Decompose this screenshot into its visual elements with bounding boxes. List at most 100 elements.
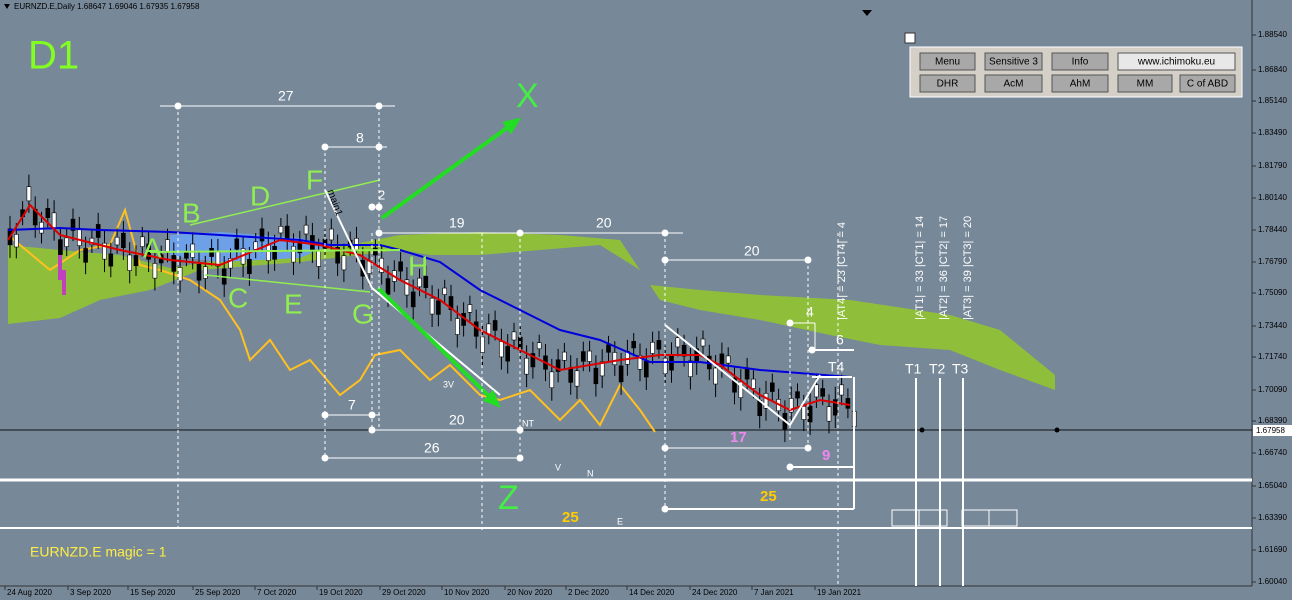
- toolbar-button[interactable]: [1179, 74, 1236, 93]
- candle-body: [108, 253, 114, 267]
- price-label: 1.60040: [1258, 577, 1287, 586]
- annotation: 17: [730, 429, 747, 446]
- candle-body: [839, 384, 844, 396]
- annotation: 19: [449, 215, 465, 231]
- candle-body: [417, 277, 422, 288]
- candle-body: [763, 393, 769, 409]
- toolbar-button[interactable]: [1117, 52, 1236, 71]
- candle-body: [524, 357, 529, 375]
- candle-body: [593, 367, 599, 385]
- annotation: 6: [836, 332, 844, 348]
- measure-point: [375, 143, 383, 151]
- candle-body: [555, 359, 561, 372]
- candle-body: [801, 406, 807, 420]
- annotation: 3V: [443, 379, 454, 389]
- candle-body: [637, 355, 643, 370]
- kumo-cloud: [8, 232, 1055, 390]
- annotation: 4: [806, 304, 814, 320]
- candle-body: [681, 344, 687, 357]
- current-price-label: 1.67958: [1256, 426, 1285, 435]
- price-label: 1.63390: [1258, 513, 1287, 522]
- candle-body: [121, 232, 126, 249]
- candle-body: [769, 382, 775, 392]
- price-label: 1.88540: [1258, 30, 1287, 39]
- toolbar-button-label[interactable]: AcM: [1004, 79, 1024, 90]
- annotation: H: [408, 250, 428, 281]
- candle-body: [247, 258, 252, 275]
- candle-body: [373, 247, 378, 256]
- candle-body: [335, 247, 340, 264]
- arrow-head: [502, 117, 522, 135]
- current-price-box: [1253, 425, 1292, 436]
- toolbar-button[interactable]: [984, 74, 1043, 93]
- candle-body: [650, 341, 655, 354]
- annotation: D1: [28, 34, 79, 78]
- price-label: 1.73440: [1258, 321, 1287, 330]
- toolbar-button[interactable]: [1051, 74, 1109, 93]
- toolbar-button-label[interactable]: AhM: [1070, 79, 1091, 90]
- candle-body: [379, 257, 385, 273]
- toolbar-button-label[interactable]: www.ichimoku.eu: [1137, 57, 1215, 68]
- kijun-line: [7, 226, 851, 378]
- candle-body: [807, 405, 813, 423]
- toolbar-button-label[interactable]: Sensitive 3: [989, 57, 1038, 68]
- toolbar-button[interactable]: [919, 52, 976, 71]
- candle-body: [152, 263, 158, 279]
- trend-line: [149, 249, 401, 253]
- arrow: [380, 118, 520, 220]
- candle-body: [423, 275, 429, 288]
- candle-body: [788, 398, 794, 413]
- toolbar-button-label[interactable]: Menu: [935, 57, 960, 68]
- candle-body: [51, 212, 57, 229]
- panel-toggle[interactable]: [904, 32, 916, 44]
- candle-body: [826, 406, 832, 422]
- candle-body: [499, 341, 504, 358]
- date-label: 10 Nov 2020: [444, 588, 490, 597]
- candle-body: [612, 352, 618, 366]
- candle-body: [436, 300, 441, 315]
- candle-body: [83, 248, 88, 263]
- candle-body: [404, 279, 410, 296]
- buttons: Menu Sensitive 3 Info www.ichimoku.eu DHR AcM…: [919, 52, 1236, 93]
- toolbar-button-label[interactable]: Info: [1072, 57, 1089, 68]
- annotation: E: [617, 516, 623, 526]
- candle-body: [316, 250, 322, 267]
- price-label: 1.71740: [1258, 352, 1287, 361]
- annotation: E: [284, 288, 303, 319]
- annotation: |AT3| = 39 |CT3| = 20: [962, 216, 974, 320]
- annotation: D: [250, 180, 270, 211]
- candle-body: [45, 208, 51, 218]
- candle-body: [795, 391, 800, 399]
- candle-body: [820, 388, 826, 397]
- price-label: 1.85140: [1258, 96, 1287, 105]
- toolbar-button-label[interactable]: C of ABD: [1187, 79, 1228, 90]
- toolbar-button-label[interactable]: DHR: [937, 79, 959, 90]
- toolbar-button[interactable]: [1051, 52, 1109, 71]
- chikou-line: [7, 206, 656, 433]
- measure-point: [786, 463, 794, 471]
- toolbar-button[interactable]: [984, 52, 1043, 71]
- toolbar-button[interactable]: [1117, 74, 1173, 93]
- toolbar-button[interactable]: [919, 74, 976, 93]
- toolbar-button-label[interactable]: MM: [1137, 79, 1154, 90]
- candle-body: [184, 251, 189, 259]
- annotation: 20: [744, 243, 760, 259]
- annotation: T2: [929, 361, 946, 377]
- candle-body: [133, 255, 139, 267]
- header-menu-arrow[interactable]: [4, 4, 10, 9]
- candle-body: [480, 336, 485, 353]
- candle-body: [265, 244, 271, 261]
- candle-body: [410, 291, 416, 308]
- annotation: |AT2| = 36 |CT2| = 17: [938, 216, 950, 320]
- candle-body: [492, 320, 498, 331]
- price-label: 1.86840: [1258, 65, 1287, 74]
- candle-body: [530, 353, 536, 368]
- price-label: 1.76790: [1258, 257, 1287, 266]
- candle-body: [580, 351, 586, 362]
- candle-body: [656, 340, 662, 350]
- candle-body: [738, 381, 744, 398]
- price-label: 1.78440: [1258, 225, 1287, 234]
- candle-body: [845, 398, 851, 409]
